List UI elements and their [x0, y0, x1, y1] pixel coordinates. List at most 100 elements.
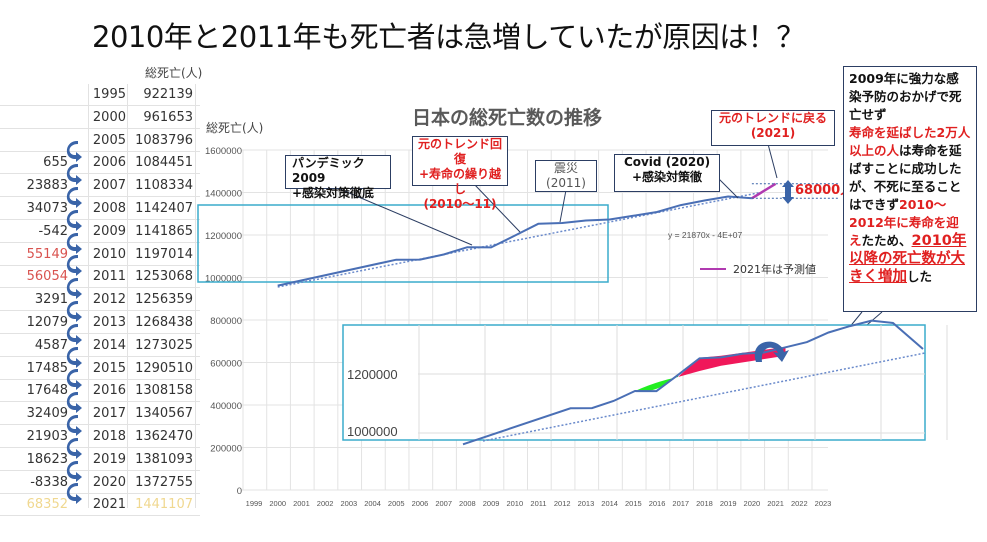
diff-cell: 55149: [26, 246, 68, 262]
value-cell: 1372755: [135, 474, 193, 490]
value-cell: 922139: [143, 87, 193, 102]
year-cell: 2012: [92, 292, 126, 308]
chart-title: 日本の総死亡数の推移: [412, 106, 602, 129]
table-row: 56054 2011 1253068: [0, 266, 200, 289]
annotation-line: +感染対策徹: [631, 170, 703, 184]
table-row: 12079 2013 1268438: [0, 312, 200, 334]
note-emphasis: 2010年以降の死亡数が大きく増加: [849, 233, 967, 285]
x-tick-label: 2000: [269, 499, 286, 508]
table-row: 17648 2016 1308158: [0, 380, 200, 403]
y-tick-label: 1400000: [205, 189, 242, 200]
year-cell: 2014: [92, 337, 126, 353]
table-row: 655 2006 1084451: [0, 152, 200, 175]
curved-arrow-icon: [64, 186, 86, 209]
year-cell: 2007: [92, 178, 126, 194]
diff-cell: 17648: [26, 383, 68, 399]
diff-cell: 4587: [34, 337, 68, 353]
note-text: は寿命を延ばすことに成功したが、不死に至ることはできず: [849, 143, 962, 212]
curved-arrow-icon: [754, 341, 789, 362]
table-row: -8338 2020 1372755: [0, 472, 200, 494]
table-row: 2005 1083796: [0, 130, 200, 152]
year-cell: 2016: [92, 383, 126, 399]
x-tick-label: 2006: [412, 499, 429, 508]
year-cell: 2006: [92, 155, 126, 171]
x-tick-label: 2004: [364, 499, 381, 508]
deficit-area-2009: [635, 374, 678, 392]
inset-trendline: [482, 352, 926, 442]
inset-series-line: [462, 319, 924, 446]
note-highlight: 寿命を延ばした2万人以上の人: [849, 125, 971, 158]
value-cell: 1308158: [135, 383, 193, 399]
x-tick-label: 2005: [388, 499, 405, 508]
table-gridline: [195, 84, 196, 508]
value-cell: 1083796: [135, 132, 193, 148]
table-row: 3291 2012 1256359: [0, 289, 200, 312]
annotation-trend-recover: 元のトレンド回復 +寿命の繰り越し (2010〜11): [412, 136, 508, 211]
callout-connector: [717, 177, 739, 199]
table-row: 18623 2019 1381093: [0, 449, 200, 471]
x-tick-label: 2022: [791, 499, 808, 508]
y-tick-label: 1200000: [205, 231, 242, 242]
note-text: した: [907, 269, 933, 284]
callout-connector: [767, 143, 778, 179]
year-cell: 2009: [92, 223, 126, 239]
table-gridline: [88, 84, 89, 508]
x-tick-label: 2021: [767, 499, 784, 508]
x-tick-label: 2010: [506, 499, 523, 508]
year-cell: 2010: [92, 246, 126, 262]
table-row: 1995 922139: [0, 84, 200, 106]
table-row: 4587 2014 1273025: [0, 335, 200, 357]
y-tick-label: 1600000: [205, 146, 242, 157]
x-tick-label: 2011: [530, 499, 546, 508]
x-tick-label: 2003: [340, 499, 357, 508]
trendline-equation: y = 21870x - 4E+07: [668, 230, 742, 240]
annotation-line: (2010〜11): [423, 197, 497, 211]
value-cell: 1273025: [135, 337, 193, 353]
table-row: 23883 2007 1108334: [0, 175, 200, 198]
diff-cell: 32409: [26, 406, 68, 422]
value-cell: 1441107: [135, 497, 193, 513]
curved-arrow-icon: [64, 209, 86, 232]
double-arrow-icon: [782, 180, 794, 204]
annotation-trend-return: 元のトレンドに戻る (2021): [711, 110, 835, 146]
x-tick-label: 2002: [317, 499, 334, 508]
year-cell: 2015: [92, 360, 126, 376]
diff-cell: 68352: [26, 497, 68, 513]
curved-arrow-icon: [64, 437, 86, 460]
x-tick-label: 1999: [246, 499, 263, 508]
diff-cell: 17485: [26, 360, 68, 376]
diff-cell: -542: [38, 223, 68, 239]
value-cell: 1256359: [135, 292, 193, 308]
value-cell: 1141865: [135, 223, 193, 239]
year-cell: 2005: [92, 132, 126, 148]
curved-arrow-icon: [64, 414, 86, 437]
x-tick-label: 2013: [578, 499, 595, 508]
curved-arrow-icon: [64, 323, 86, 346]
curved-arrow-icon: [64, 232, 86, 255]
table-gridline: [127, 84, 128, 508]
curved-arrow-icon: [64, 300, 86, 323]
callout-connector: [473, 183, 521, 233]
y-tick-label: 600000: [210, 359, 242, 370]
zoom-highlight-box: [197, 204, 609, 283]
x-tick-label: 2001: [293, 499, 310, 508]
x-tick-label: 2007: [435, 499, 452, 508]
annotation-pandemic: パンデミック2009 +感染対策徹底: [285, 155, 391, 200]
y-tick-label: 400000: [210, 401, 242, 412]
trendline: [277, 191, 760, 288]
annotation-covid: Covid (2020) +感染対策徹: [614, 154, 720, 192]
curved-arrow-icon: [64, 164, 86, 186]
x-tick-label: 2017: [672, 499, 689, 508]
value-cell: 1381093: [135, 451, 193, 467]
curved-arrow-icon: [64, 255, 86, 277]
diff-cell: 12079: [26, 315, 68, 330]
y-tick-label: 1000000: [205, 274, 242, 285]
explanation-note: 2009年に強力な感染予防のおかげで死亡せず 寿命を延ばした2万人以上の人は寿命…: [843, 66, 977, 312]
x-tick-label: 2018: [696, 499, 713, 508]
callout-connector: [334, 186, 473, 246]
value-cell: 1290510: [135, 360, 193, 376]
table-row: 21903 2018 1362470: [0, 426, 200, 448]
note-text: 2009年に強力な感染予防のおかげで死亡せず: [849, 71, 962, 122]
curved-arrow-icon: [64, 278, 86, 300]
